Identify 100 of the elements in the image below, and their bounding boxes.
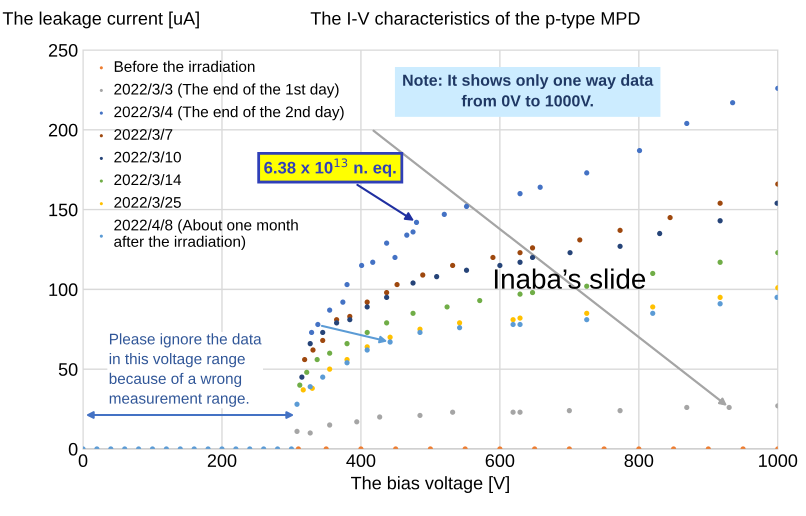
point bbox=[584, 310, 590, 316]
point bbox=[442, 212, 447, 217]
point bbox=[718, 294, 723, 300]
point bbox=[410, 229, 416, 235]
point bbox=[444, 304, 450, 310]
point bbox=[718, 218, 723, 224]
point bbox=[650, 270, 656, 276]
point bbox=[726, 404, 732, 410]
point bbox=[450, 410, 456, 415]
point bbox=[517, 410, 523, 415]
annotation: Please ignore the data in this voltage range because of a wrong measurement range. bbox=[110, 333, 262, 407]
point bbox=[394, 282, 400, 288]
point bbox=[410, 310, 416, 316]
point bbox=[320, 338, 326, 344]
point bbox=[392, 254, 398, 260]
point bbox=[417, 412, 423, 418]
point bbox=[320, 330, 326, 336]
point bbox=[320, 374, 326, 380]
point bbox=[617, 244, 623, 249]
point bbox=[456, 320, 462, 326]
point bbox=[566, 408, 572, 414]
point bbox=[364, 330, 370, 336]
point bbox=[517, 315, 523, 321]
point bbox=[497, 262, 502, 268]
point bbox=[300, 387, 306, 392]
point bbox=[636, 148, 642, 154]
point bbox=[302, 356, 308, 362]
y-tick-label: 200 bbox=[48, 124, 78, 137]
legend-label: 2022/3/7 bbox=[114, 128, 172, 140]
legend-label: 2022/4/8 (About one month after the irradiation) bbox=[114, 219, 298, 250]
point bbox=[774, 200, 778, 206]
x-tick-label: 400 bbox=[346, 454, 376, 468]
point bbox=[517, 292, 523, 297]
point bbox=[456, 325, 462, 330]
annotation: Inaba’s slide bbox=[494, 268, 646, 289]
point bbox=[464, 204, 470, 210]
point bbox=[718, 200, 723, 206]
point bbox=[517, 260, 523, 265]
point bbox=[417, 330, 423, 336]
point bbox=[370, 260, 376, 265]
point bbox=[315, 322, 320, 328]
point bbox=[384, 290, 390, 296]
point bbox=[327, 422, 332, 428]
point bbox=[718, 260, 723, 265]
point bbox=[584, 170, 590, 176]
point bbox=[538, 184, 543, 190]
point bbox=[364, 347, 370, 353]
point bbox=[414, 220, 420, 225]
point bbox=[577, 237, 582, 243]
point bbox=[297, 382, 302, 388]
point bbox=[388, 339, 393, 345]
point bbox=[309, 330, 314, 336]
point bbox=[340, 300, 346, 305]
point bbox=[730, 100, 736, 106]
point bbox=[359, 262, 364, 268]
point bbox=[650, 310, 656, 316]
legend-label: 2022/3/10 bbox=[114, 151, 181, 163]
annotation: Note: It shows only one way data from 0V to 1000V. bbox=[403, 74, 654, 107]
point bbox=[584, 317, 590, 322]
point bbox=[530, 254, 536, 260]
point bbox=[657, 230, 662, 236]
point bbox=[364, 300, 370, 305]
point bbox=[477, 298, 482, 304]
chart-title: The I-V characteristics of the p-type MPD bbox=[310, 12, 640, 28]
point bbox=[384, 320, 390, 326]
point bbox=[294, 428, 300, 434]
point bbox=[517, 250, 523, 256]
point bbox=[617, 408, 623, 414]
point bbox=[490, 254, 496, 260]
y-tick-label: 250 bbox=[48, 44, 78, 57]
point bbox=[310, 347, 316, 353]
point bbox=[530, 245, 536, 250]
y-tick-label: 50 bbox=[58, 363, 78, 376]
point bbox=[354, 419, 360, 424]
point bbox=[718, 301, 723, 306]
y-tick-label: 100 bbox=[49, 283, 78, 296]
point bbox=[384, 294, 390, 300]
point bbox=[517, 191, 523, 196]
point bbox=[344, 360, 350, 366]
point bbox=[684, 120, 690, 126]
point bbox=[774, 294, 778, 300]
legend-label: 2022/3/3 (The end of the 1st day) bbox=[114, 83, 339, 98]
point bbox=[517, 322, 523, 328]
point bbox=[464, 268, 470, 273]
annotation: 6.38 x 10$^{13}$ n. eq. bbox=[264, 158, 396, 177]
point bbox=[420, 272, 426, 278]
point bbox=[327, 366, 332, 372]
x-tick-label: 0 bbox=[78, 454, 88, 468]
point bbox=[308, 341, 313, 346]
legend-label: 2022/3/14 bbox=[114, 174, 182, 186]
x-tick-label: 200 bbox=[208, 454, 236, 468]
legend-label: 2022/3/4 (The end of the 2nd day) bbox=[114, 106, 344, 120]
point bbox=[344, 341, 350, 346]
point bbox=[510, 410, 516, 415]
point bbox=[404, 232, 410, 238]
point bbox=[584, 284, 590, 289]
x-tick-label: 800 bbox=[624, 454, 654, 468]
point bbox=[668, 214, 673, 220]
legend-label: Before the irradiation bbox=[114, 60, 254, 72]
y-tick-label: 0 bbox=[68, 442, 78, 456]
